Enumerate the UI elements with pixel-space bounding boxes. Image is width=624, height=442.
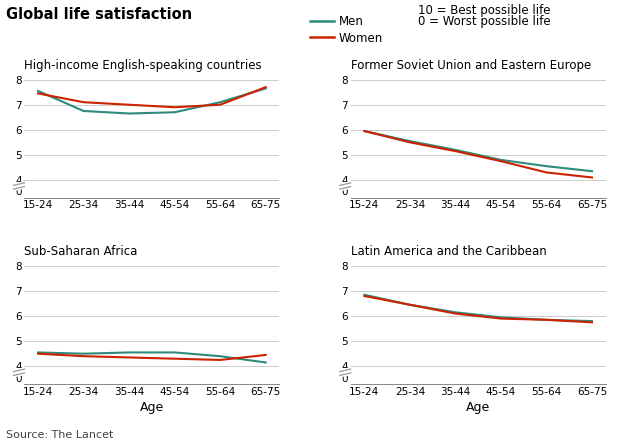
X-axis label: Age: Age — [140, 401, 164, 414]
Text: 10 = Best possible life: 10 = Best possible life — [418, 4, 550, 17]
Text: Global life satisfaction: Global life satisfaction — [6, 7, 192, 22]
Text: Former Soviet Union and Eastern Europe: Former Soviet Union and Eastern Europe — [351, 59, 591, 72]
Text: Source: The Lancet: Source: The Lancet — [6, 430, 114, 440]
Text: Sub-Saharan Africa: Sub-Saharan Africa — [24, 245, 138, 259]
Text: Latin America and the Caribbean: Latin America and the Caribbean — [351, 245, 547, 259]
Text: 0 = Worst possible life: 0 = Worst possible life — [418, 15, 551, 28]
Legend: Men, Women: Men, Women — [305, 10, 388, 50]
Text: High-income English-speaking countries: High-income English-speaking countries — [24, 59, 262, 72]
X-axis label: Age: Age — [466, 401, 490, 414]
